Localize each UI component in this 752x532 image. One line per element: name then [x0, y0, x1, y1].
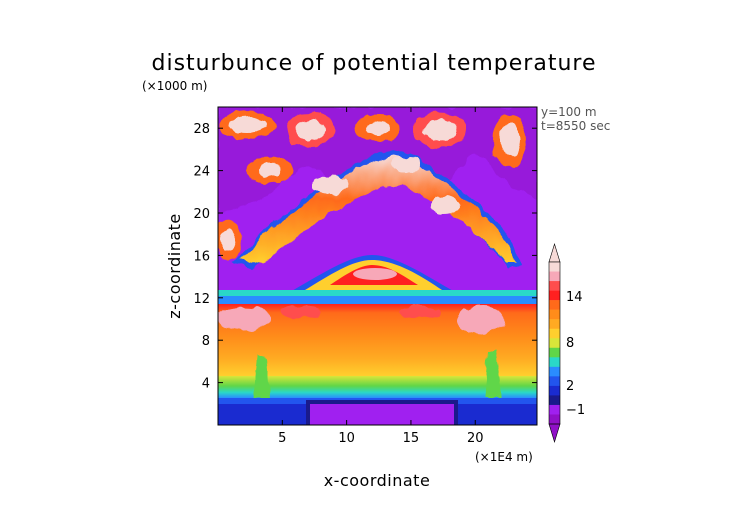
- x-tick-label: 5: [278, 431, 286, 446]
- colorbar-swatch: [549, 290, 560, 301]
- plot-frame: [217, 106, 538, 426]
- tropopause-band: [218, 290, 537, 296]
- colorbar-swatch: [549, 385, 560, 396]
- colorbar-swatch: [549, 328, 560, 339]
- colorbar-swatch: [549, 347, 560, 358]
- x-axis-unit: (×1E4 m): [475, 450, 533, 464]
- y-tick-label: 12: [193, 292, 210, 307]
- colorbar-swatch: [549, 319, 560, 330]
- y-axis: 4 8 12 16 20 24 28: [193, 122, 537, 392]
- y-axis-label: z-coordinate: [165, 213, 184, 319]
- colorbar-tick-label: 2: [566, 379, 574, 394]
- colorbar-upper-extension: [548, 242, 561, 263]
- colorbar-tick-label: 8: [566, 336, 574, 351]
- colorbar-swatch: [549, 414, 560, 425]
- y-tick-label: 24: [193, 165, 210, 180]
- colorbar-swatch: [549, 338, 560, 349]
- y-tick-label: 28: [193, 122, 210, 137]
- x-tick-label: 15: [403, 431, 420, 446]
- y-tick-label: 20: [193, 207, 210, 222]
- colorbar-swatch: [549, 281, 560, 291]
- lower-troposphere: [218, 376, 537, 398]
- colorbar-swatch: [549, 300, 560, 310]
- colorbar-frame: [548, 261, 561, 425]
- colorbar-swatch: [549, 262, 560, 272]
- y-tick-label: 16: [193, 249, 210, 264]
- colorbar-swatch: [549, 376, 560, 387]
- annotation-time: t=8550 sec: [541, 119, 610, 133]
- colorbar-tick-label: 14: [566, 290, 583, 305]
- colorbar: 14 8 2 −1: [548, 242, 585, 444]
- overshooting-dome: [290, 255, 455, 292]
- colorbar-swatch: [549, 395, 560, 406]
- annotation-y: y=100 m: [541, 105, 597, 119]
- x-tick-label: 10: [338, 431, 355, 446]
- wave-arc: [232, 150, 520, 268]
- chart-title: disturbunce of potential temperature: [152, 51, 597, 76]
- colorbar-swatch: [549, 271, 560, 282]
- colorbar-tick-label: −1: [566, 403, 585, 418]
- colorbar-swatch: [549, 357, 560, 368]
- x-axis: 5 10 15 20: [278, 107, 484, 446]
- x-axis-label: x-coordinate: [324, 471, 431, 490]
- x-tick-label: 20: [467, 431, 484, 446]
- colorbar-swatch: [549, 404, 560, 415]
- colorbar-swatch: [549, 366, 560, 377]
- heatmap-field: [218, 107, 537, 425]
- colorbar-swatch: [549, 309, 560, 320]
- colorbar-lower-extension: [548, 423, 561, 444]
- y-tick-label: 4: [202, 377, 210, 392]
- y-axis-unit: (×1000 m): [142, 79, 207, 93]
- y-tick-label: 8: [202, 334, 210, 349]
